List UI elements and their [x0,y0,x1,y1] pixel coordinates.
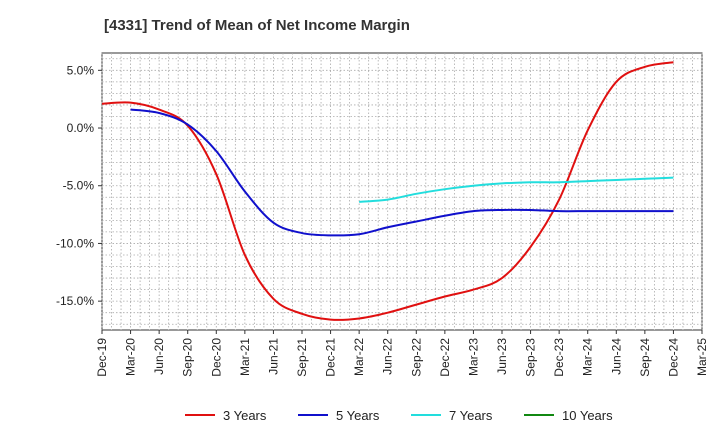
x-tick-label: Dec-23 [552,338,566,377]
x-tick-label: Sep-24 [638,338,652,377]
legend-item-5-years: 5 Years [298,408,380,423]
legend-label: 3 Years [223,408,267,423]
x-tick-label: Jun-23 [495,338,509,375]
y-tick-label: -15.0% [56,294,94,308]
legend-label: 7 Years [449,408,493,423]
x-tick-label: Jun-22 [381,338,395,375]
legend-item-3-years: 3 Years [185,408,267,423]
series-line-5-years [130,108,674,237]
x-tick-label: Jun-20 [152,338,166,375]
x-tick-label: Jun-24 [609,338,623,375]
x-tick-label: Sep-22 [409,338,423,377]
y-tick-label: 0.0% [67,121,95,135]
x-tick-label: Mar-21 [238,338,252,376]
legend-item-10-years: 10 Years [524,408,613,423]
x-tick-label: Dec-19 [95,338,109,377]
x-tick-label: Sep-21 [295,338,309,377]
x-tick-label: Mar-20 [124,338,138,376]
x-tick-label: Dec-21 [324,338,338,377]
x-tick-label: Dec-22 [438,338,452,377]
x-tick-label: Sep-23 [524,338,538,377]
x-tick-label: Mar-23 [466,338,480,376]
y-tick-label: 5.0% [67,63,95,77]
x-tick-label: Dec-20 [209,338,223,377]
legend: 3 Years 5 Years 7 Years 10 Years [185,408,613,423]
x-tick-label: Jun-21 [266,338,280,375]
series-line-7-years [359,176,674,203]
y-tick-label: -5.0% [63,179,95,193]
series-layer [101,61,674,321]
chart-title: [4331] Trend of Mean of Net Income Margi… [104,17,410,34]
plot-frame [101,52,703,331]
y-tick-label: -10.0% [56,236,94,250]
legend-item-7-years: 7 Years [411,408,493,423]
x-tick-label: Sep-20 [181,338,195,377]
plot-area [101,52,703,331]
legend-label: 10 Years [562,408,613,423]
x-tick-label: Mar-25 [695,338,709,376]
legend-label: 5 Years [336,408,380,423]
x-tick-label: Dec-24 [666,338,680,377]
x-axis: Dec-19 Mar-20 Jun-20 Sep-20 Dec-20 Mar-21 Jun-… [95,330,709,377]
y-axis: 5.0% 0.0% -5.0% -10.0% -15.0% [56,63,102,308]
series-line-3-years [101,61,674,321]
x-tick-label: Mar-22 [352,338,366,376]
x-tick-label: Mar-24 [581,338,595,376]
